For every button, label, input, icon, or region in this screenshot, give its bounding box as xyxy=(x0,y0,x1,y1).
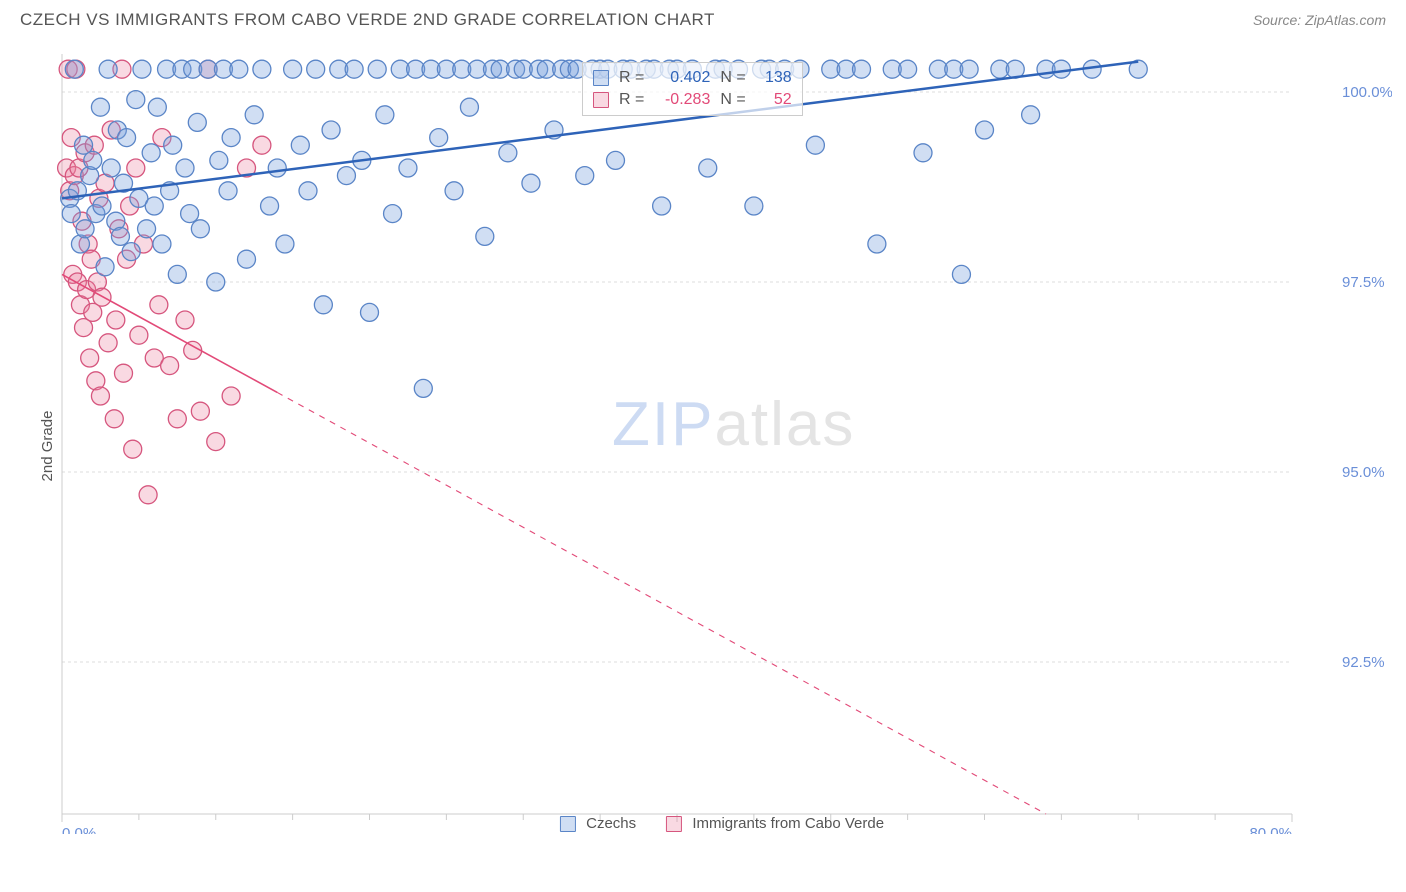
legend-item-czechs: Czechs xyxy=(560,815,636,832)
svg-text:100.0%: 100.0% xyxy=(1342,84,1392,101)
legend-label-cabo: Immigrants from Cabo Verde xyxy=(692,815,884,832)
svg-text:80.0%: 80.0% xyxy=(1249,825,1292,834)
stats-swatch-czechs xyxy=(593,70,609,86)
legend-swatch-cabo xyxy=(666,816,682,832)
stats-r-label: R = xyxy=(619,91,644,109)
chart-container: 92.5%95.0%97.5%100.0%0.0%80.0% ZIPatlas … xyxy=(52,44,1392,834)
source-attribution: Source: ZipAtlas.com xyxy=(1253,12,1386,28)
stats-r-cabo: -0.283 xyxy=(654,91,710,109)
legend-label-czechs: Czechs xyxy=(586,815,636,832)
legend-swatch-czechs xyxy=(560,816,576,832)
stats-n-label: N = xyxy=(720,69,745,87)
stats-row-czechs: R = 0.402 N = 138 xyxy=(583,67,802,89)
svg-text:0.0%: 0.0% xyxy=(62,825,96,834)
svg-text:95.0%: 95.0% xyxy=(1342,464,1385,481)
legend: Czechs Immigrants from Cabo Verde xyxy=(560,815,884,832)
svg-text:97.5%: 97.5% xyxy=(1342,274,1385,291)
stats-n-cabo: 52 xyxy=(756,91,792,109)
stats-n-label: N = xyxy=(720,91,745,109)
stats-n-czechs: 138 xyxy=(756,69,792,87)
stats-row-cabo: R = -0.283 N = 52 xyxy=(583,89,802,111)
scatter-chart: 92.5% 95.0% 97.5% 100.0% 0.0% 80.0% xyxy=(52,44,1392,834)
correlation-stats-box: R = 0.402 N = 138 R = -0.283 N = 52 xyxy=(582,62,803,116)
legend-item-cabo: Immigrants from Cabo Verde xyxy=(666,815,884,832)
stats-swatch-cabo xyxy=(593,92,609,108)
stats-r-label: R = xyxy=(619,69,644,87)
svg-text:92.5%: 92.5% xyxy=(1342,654,1385,671)
stats-r-czechs: 0.402 xyxy=(654,69,710,87)
page-title: CZECH VS IMMIGRANTS FROM CABO VERDE 2ND … xyxy=(20,10,715,30)
